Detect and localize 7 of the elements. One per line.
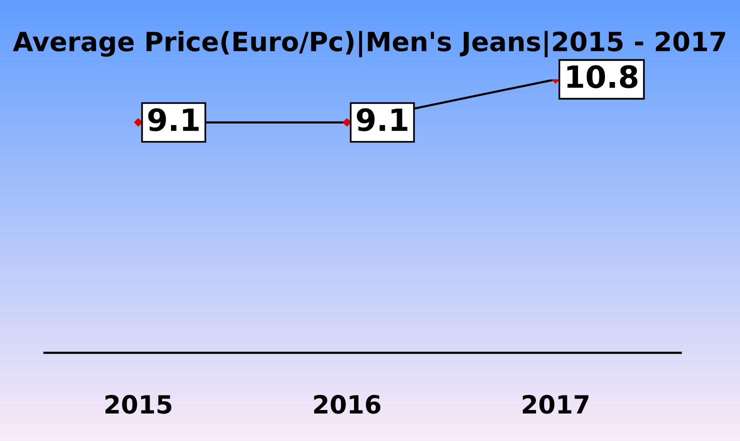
chart-title: Average Price(Euro/Pc)|Men's Jeans|2015 - 2017 [12,30,726,58]
data-label: 9.1 [148,108,199,132]
x-tick-label: 2015 [105,394,172,414]
data-label: 9.1 [356,108,408,132]
data-label: 10.8 [567,65,638,88]
x-tick-label: 2016 [314,394,380,414]
x-tick-label: 2017 [522,394,588,414]
